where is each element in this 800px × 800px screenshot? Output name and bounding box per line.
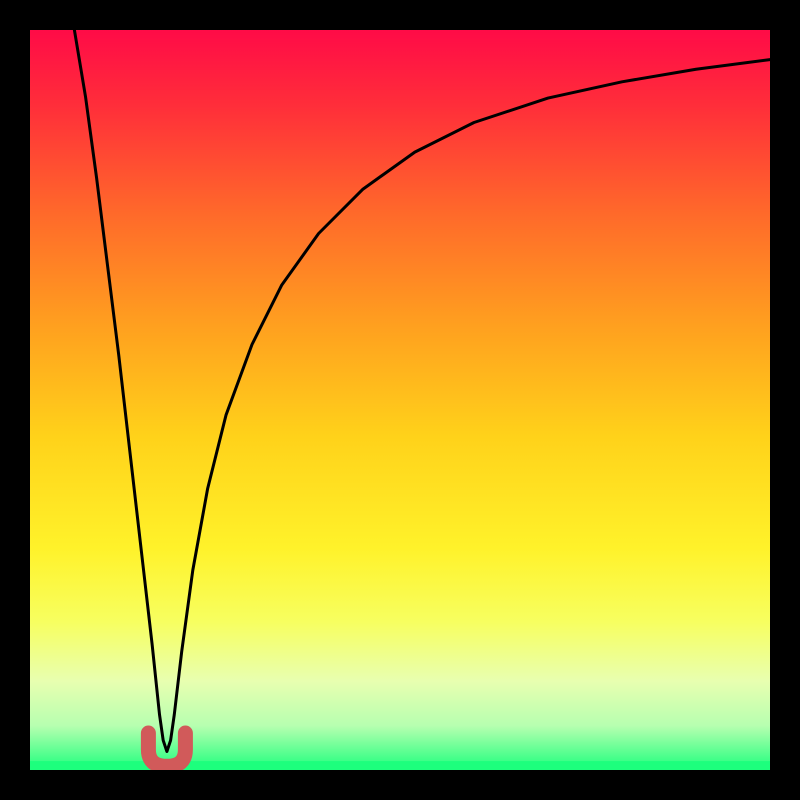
chart-frame: TheBottleneck.com (0, 0, 800, 800)
plot-area (30, 30, 770, 770)
chart-svg (30, 30, 770, 770)
